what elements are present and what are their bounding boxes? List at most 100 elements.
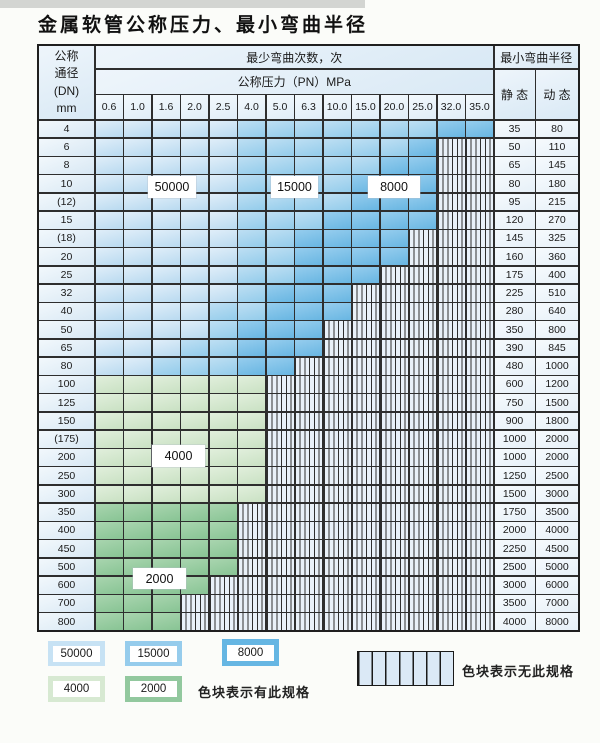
zone-cell xyxy=(124,540,151,557)
legend-has-spec-text: 色块表示有此规格 xyxy=(198,685,311,700)
zone-cell xyxy=(437,157,465,174)
zone-cell xyxy=(323,412,351,430)
zone-cell xyxy=(124,394,151,411)
zone-cell xyxy=(266,211,294,229)
legend-swatch-8000: 8000 xyxy=(222,639,279,666)
zone-cell xyxy=(466,193,493,211)
spec-table-grid: 公称 通径 (DN) mm 最少弯曲次数，次 最小弯曲半径 公称压力（PN）MPa 静 态动 … xyxy=(37,44,580,632)
zone-cell xyxy=(409,211,436,229)
zone-cell xyxy=(124,303,151,320)
static-value: 35 xyxy=(494,120,535,138)
pressure-tick: 20.0 xyxy=(380,95,408,119)
zone-cell xyxy=(466,394,493,411)
zone-cell xyxy=(266,503,294,521)
zone-cell xyxy=(124,376,151,393)
zone-cell xyxy=(380,522,408,539)
zone-cell xyxy=(152,157,180,174)
zone-cell xyxy=(437,576,465,594)
zone-cell xyxy=(409,576,436,594)
dynamic-value: 7000 xyxy=(536,595,578,612)
zone-cell xyxy=(266,248,294,265)
zone-cell xyxy=(380,157,408,174)
row-dn-label: 65 xyxy=(39,339,94,357)
static-value: 1500 xyxy=(494,485,535,503)
zone-cell xyxy=(466,485,493,503)
zone-cell xyxy=(95,522,123,539)
zone-cell xyxy=(466,595,493,612)
zone-cell xyxy=(238,303,265,320)
zone-cell xyxy=(466,157,493,174)
zone-cell xyxy=(209,266,237,284)
zone-cell xyxy=(181,376,208,393)
zone-cell xyxy=(181,357,208,375)
zone-cell xyxy=(466,449,493,466)
pressure-tick: 1.0 xyxy=(124,95,151,119)
row-dn-label: 8 xyxy=(39,157,94,174)
zone-cell xyxy=(295,284,322,302)
dynamic-value: 845 xyxy=(536,339,578,357)
zone-cell xyxy=(181,485,208,503)
zone-cell xyxy=(95,467,123,484)
zone-cell xyxy=(466,284,493,302)
dn-header: 公称 通径 (DN) mm xyxy=(39,46,94,119)
legend-no-spec-text: 色块表示无此规格 xyxy=(462,664,575,679)
zone-cell xyxy=(437,394,465,411)
zone-cell xyxy=(181,503,208,521)
row-dn-label: 32 xyxy=(39,284,94,302)
zone-cell xyxy=(352,339,379,357)
zone-cell xyxy=(124,120,151,138)
zone-cell xyxy=(124,193,151,211)
zone-cell xyxy=(295,576,322,594)
zone-cell xyxy=(152,120,180,138)
zone-cell xyxy=(380,394,408,411)
static-value: 350 xyxy=(494,321,535,338)
zone-cell xyxy=(323,248,351,265)
zone-cell xyxy=(124,412,151,430)
pressure-tick: 4.0 xyxy=(238,95,265,119)
zone-cell xyxy=(437,595,465,612)
zone-cell xyxy=(209,376,237,393)
zone-cell xyxy=(95,157,123,174)
top-gray-bar xyxy=(0,0,365,8)
zone-cell xyxy=(295,503,322,521)
zone-cell xyxy=(352,485,379,503)
legend-swatch-label: 2000 xyxy=(130,681,177,697)
zone-cell xyxy=(238,339,265,357)
row-dn-label: 4 xyxy=(39,120,94,138)
dynamic-value: 1800 xyxy=(536,412,578,430)
zone-cell xyxy=(95,303,123,320)
zone-cell xyxy=(352,522,379,539)
zone-cell xyxy=(209,357,237,375)
zone-cell xyxy=(352,613,379,630)
pressure-tick: 5.0 xyxy=(266,95,294,119)
row-dn-label: (175) xyxy=(39,430,94,448)
zone-cell xyxy=(238,120,265,138)
zone-cell xyxy=(437,522,465,539)
zone-cell xyxy=(380,303,408,320)
zone-cell xyxy=(409,157,436,174)
dynamic-value: 270 xyxy=(536,211,578,229)
legend-swatch-4000: 4000 xyxy=(48,676,105,702)
zone-cell xyxy=(409,467,436,484)
legend-swatch-label: 50000 xyxy=(53,645,100,662)
zone-cell xyxy=(437,503,465,521)
zone-cell xyxy=(95,193,123,211)
zone-cell xyxy=(124,211,151,229)
zone-cell xyxy=(266,303,294,320)
zone-cell xyxy=(323,211,351,229)
page-title: 金属软管公称压力、最小弯曲半径 xyxy=(38,14,369,36)
zone-cell xyxy=(352,467,379,484)
zone-cell xyxy=(352,576,379,594)
zone-cell xyxy=(152,613,180,630)
zone-cell xyxy=(352,138,379,156)
zone-cell xyxy=(124,230,151,247)
zone-cell xyxy=(409,595,436,612)
zone-cell xyxy=(352,357,379,375)
zone-cell xyxy=(209,503,237,521)
zone-cell xyxy=(181,412,208,430)
static-value: 2000 xyxy=(494,522,535,539)
zone-cell xyxy=(95,321,123,338)
zone-cell xyxy=(409,303,436,320)
zone-cell xyxy=(437,266,465,284)
zone-cell xyxy=(181,120,208,138)
